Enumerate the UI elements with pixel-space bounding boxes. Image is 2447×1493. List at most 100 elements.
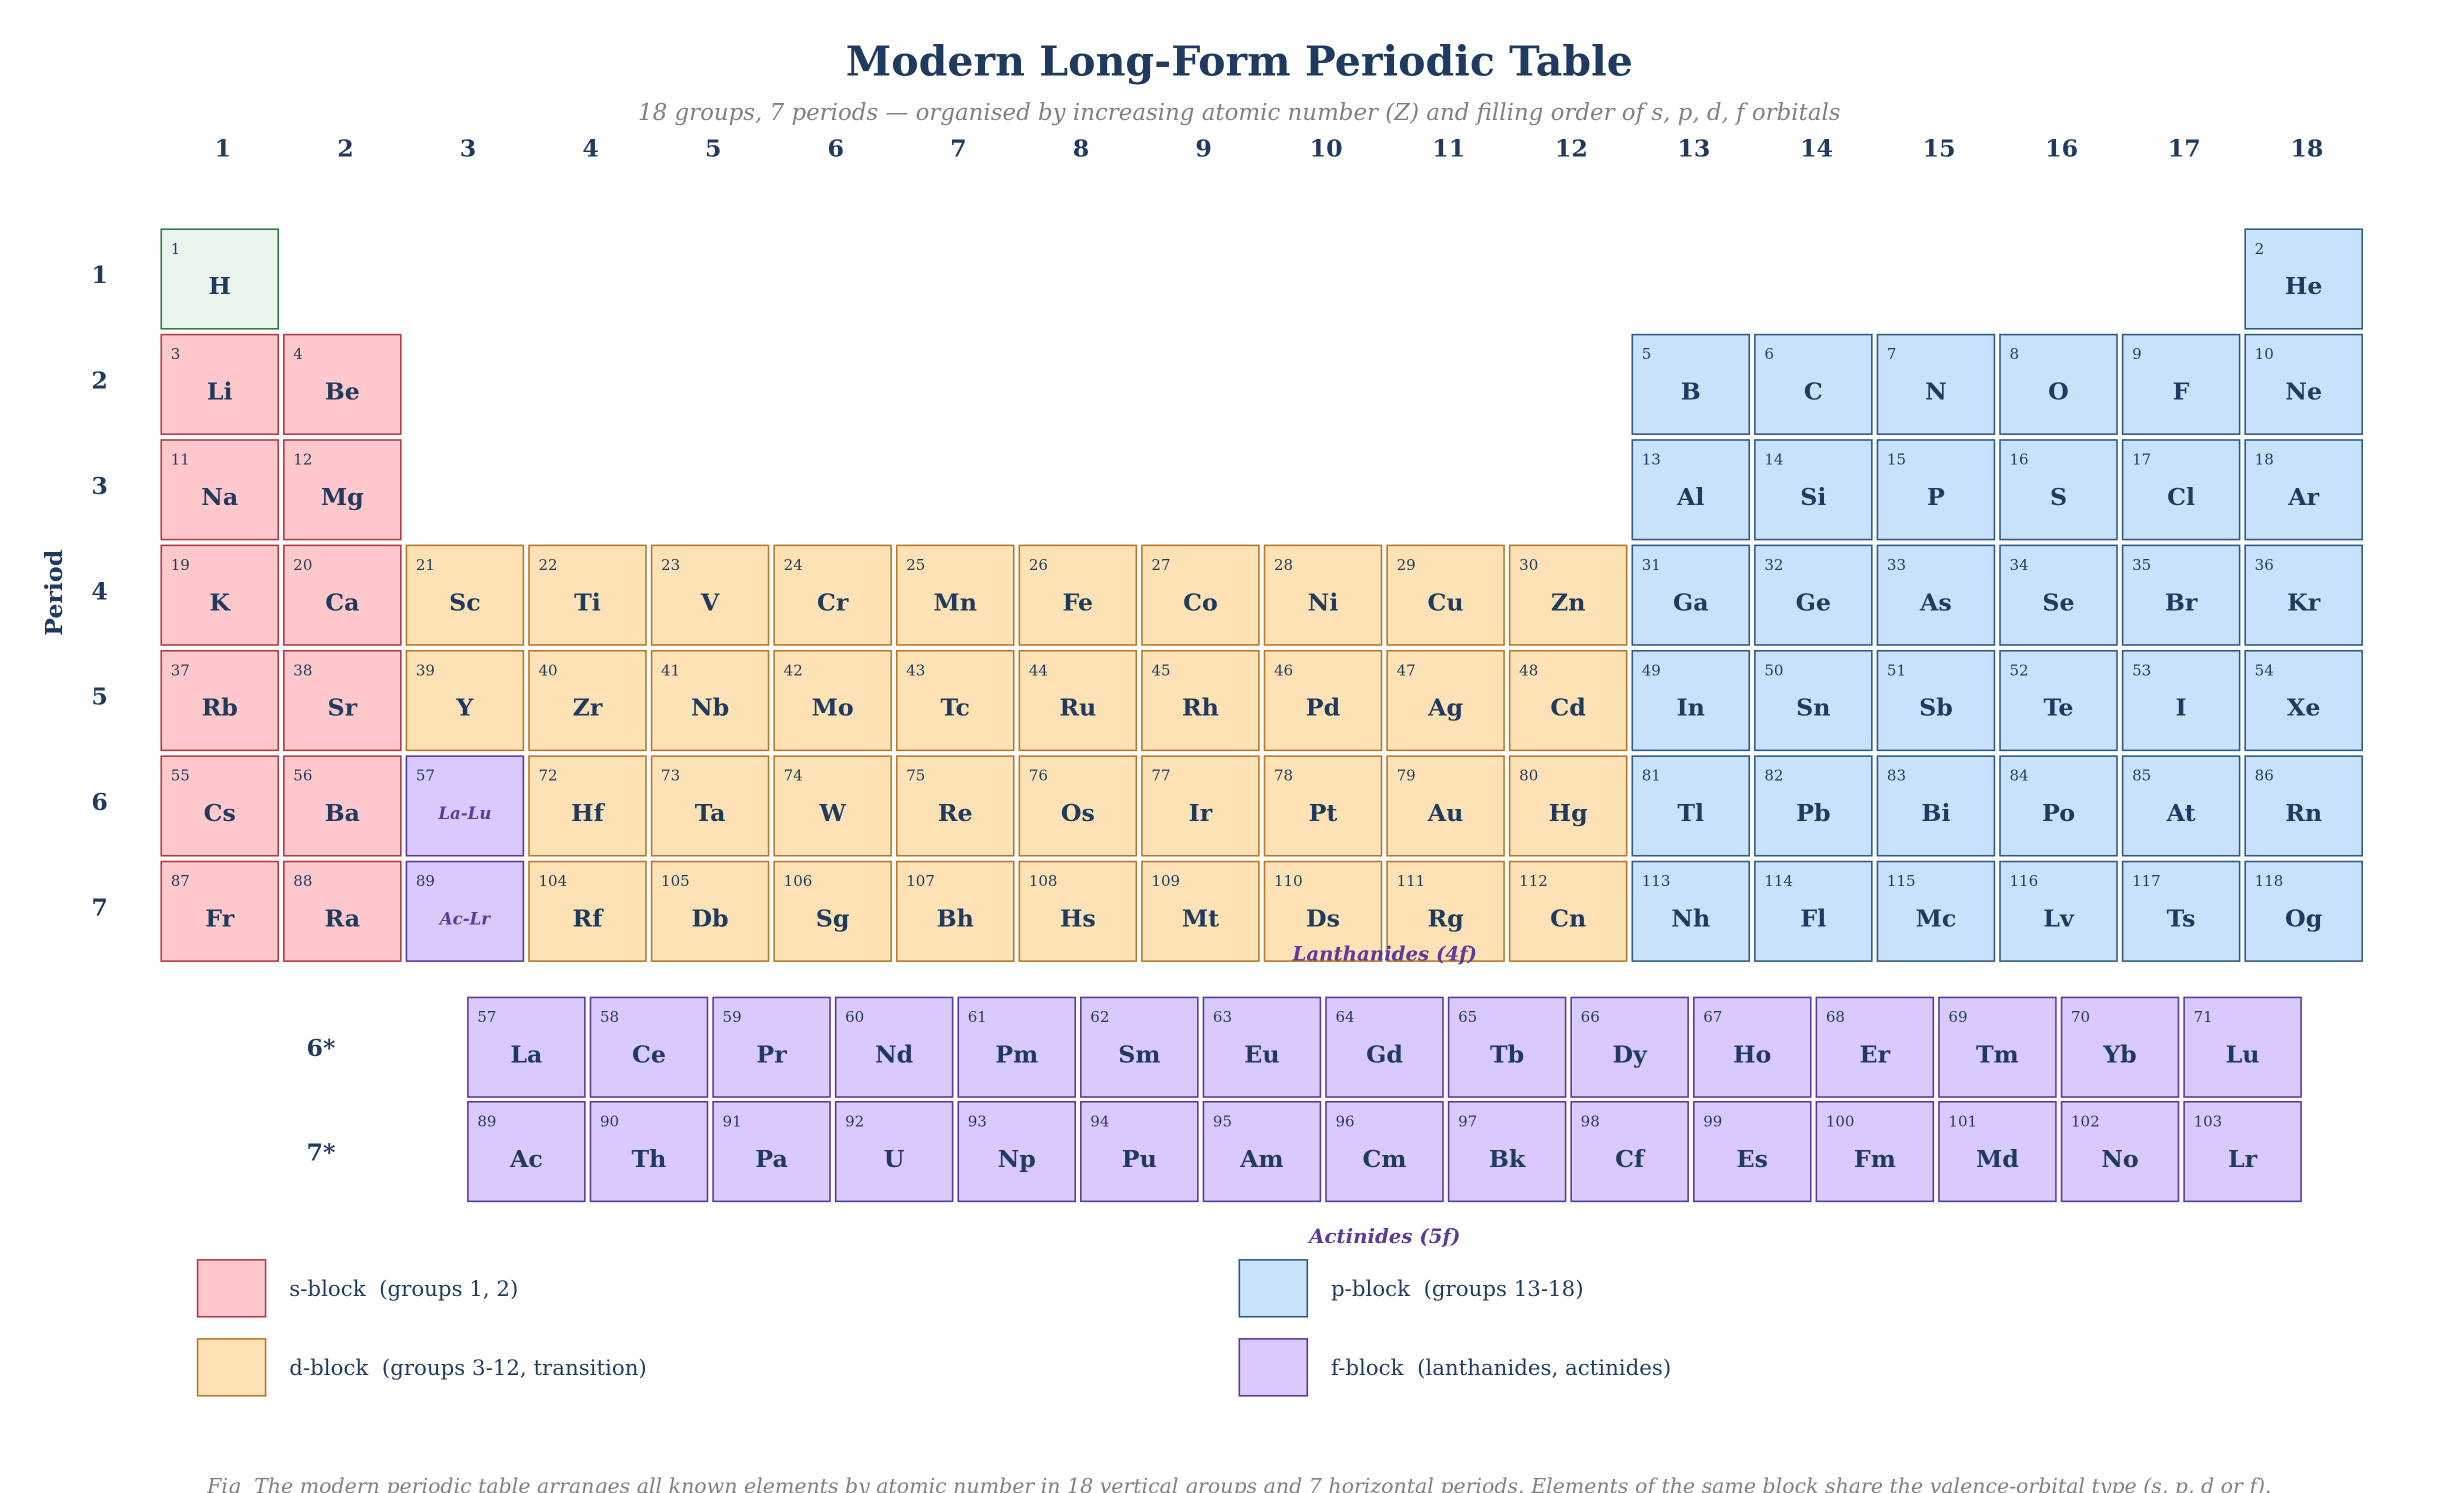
atomic-number: 51 — [1887, 661, 1906, 679]
atomic-number: 107 — [906, 872, 935, 890]
atomic-number: 99 — [1703, 1112, 1722, 1130]
atomic-number: 82 — [1764, 767, 1783, 785]
atomic-number: 40 — [538, 661, 557, 679]
period-label: 1 — [91, 261, 108, 289]
atomic-number: 97 — [1458, 1112, 1477, 1130]
element-symbol: Ag — [1427, 694, 1463, 722]
element-symbol: Lu — [2226, 1040, 2260, 1068]
element-symbol: Al — [1676, 483, 1704, 511]
atomic-number: 22 — [538, 556, 557, 574]
legend-label: s-block (groups 1, 2) — [289, 1277, 518, 1302]
element-symbol: Hg — [1549, 799, 1588, 827]
element-symbol: At — [2166, 799, 2196, 827]
element-symbol: Ho — [1733, 1040, 1771, 1068]
element-symbol: Pb — [1796, 799, 1830, 827]
element-symbol: Sc — [449, 588, 481, 616]
f-series-caption: Actinides (5f) — [1307, 1224, 1460, 1248]
atomic-number: 118 — [2255, 872, 2284, 890]
element-symbol: Rb — [202, 694, 238, 722]
group-label: 9 — [1195, 135, 1212, 163]
element-cell — [405, 860, 525, 962]
atomic-number: 57 — [477, 1008, 496, 1026]
atomic-number: 116 — [2010, 872, 2039, 890]
atomic-number: 105 — [661, 872, 690, 890]
atomic-number: 20 — [293, 556, 312, 574]
element-cell — [895, 755, 1015, 857]
element-cell — [2244, 544, 2363, 646]
element-symbol: Os — [1061, 799, 1095, 827]
element-cell — [589, 996, 709, 1098]
atomic-number: 4 — [293, 345, 303, 363]
series-placeholder: La-Lu — [437, 803, 491, 823]
element-symbol: Sb — [1919, 694, 1953, 722]
atomic-number: 6 — [1764, 345, 1774, 363]
element-cell — [1631, 544, 1751, 646]
period-label: 4 — [91, 577, 108, 605]
atomic-number: 73 — [661, 767, 680, 785]
atomic-number: 67 — [1703, 1008, 1722, 1026]
element-cell — [650, 860, 770, 962]
element-symbol: Mg — [321, 483, 364, 511]
element-cell — [1754, 860, 1873, 962]
atomic-number: 11 — [171, 451, 190, 469]
element-symbol: Br — [2165, 588, 2198, 616]
element-symbol: Eu — [1244, 1040, 1279, 1068]
element-symbol: F — [2173, 378, 2190, 406]
element-cell — [2183, 996, 2302, 1098]
element-cell — [1631, 649, 1751, 752]
period-label: 5 — [91, 683, 108, 711]
group-label: 18 — [2290, 135, 2323, 163]
element-symbol: Th — [632, 1145, 667, 1173]
atomic-number: 78 — [1274, 767, 1293, 785]
element-symbol: Ga — [1673, 588, 1709, 616]
element-cell — [1141, 544, 1260, 646]
element-symbol: La — [510, 1040, 542, 1068]
period-axis-label: Period — [40, 549, 68, 636]
atomic-number: 13 — [1642, 451, 1661, 469]
atomic-number: 100 — [1826, 1112, 1855, 1130]
element-cell — [283, 755, 402, 857]
atomic-number: 57 — [416, 767, 435, 785]
element-cell — [773, 544, 892, 646]
element-cell — [1141, 860, 1260, 962]
atomic-number: 21 — [416, 556, 435, 574]
atomic-number: 56 — [293, 767, 312, 785]
title: Modern Long-Form Periodic Table — [846, 36, 1633, 85]
element-symbol: K — [209, 588, 231, 616]
element-cell — [1631, 333, 1751, 435]
element-symbol: Zn — [1551, 588, 1586, 616]
element-symbol: Sm — [1118, 1040, 1160, 1068]
element-cell — [283, 649, 402, 752]
element-cell — [1754, 333, 1873, 435]
period-label: 7 — [91, 893, 108, 921]
element-symbol: Y — [455, 694, 474, 722]
element-cell — [1754, 755, 1873, 857]
element-symbol: Rg — [1427, 905, 1464, 933]
element-cell — [1386, 544, 1505, 646]
element-cell — [1570, 996, 1689, 1098]
element-cell — [2121, 755, 2241, 857]
atomic-number: 19 — [171, 556, 190, 574]
atomic-number: 65 — [1458, 1008, 1477, 1026]
element-cell — [1508, 649, 1628, 752]
element-symbol: Po — [2042, 799, 2075, 827]
element-cell — [1876, 755, 1996, 857]
element-symbol: Pu — [1122, 1145, 1157, 1173]
element-symbol: Nd — [875, 1040, 914, 1068]
atomic-number: 43 — [906, 661, 925, 679]
element-cell — [1386, 755, 1505, 857]
atomic-number: 104 — [538, 872, 567, 890]
element-cell — [589, 1100, 709, 1203]
element-symbol: Te — [2044, 694, 2074, 722]
atomic-number: 89 — [477, 1112, 496, 1130]
atomic-number: 83 — [1887, 767, 1906, 785]
element-cell — [283, 544, 402, 646]
element-cell — [160, 860, 280, 962]
element-symbol: P — [1927, 483, 1945, 511]
element-symbol: Cl — [2167, 483, 2195, 511]
atomic-number: 34 — [2010, 556, 2029, 574]
element-cell — [1386, 860, 1505, 962]
element-symbol: U — [884, 1145, 905, 1173]
element-symbol: Dy — [1613, 1040, 1649, 1068]
element-cell — [2244, 333, 2363, 435]
